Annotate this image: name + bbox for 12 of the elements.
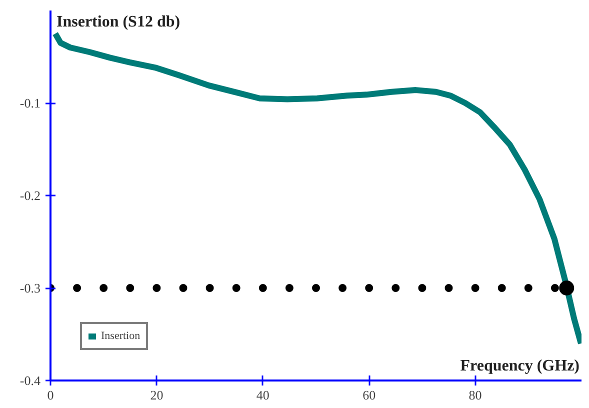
x-tick-label: 20 [150, 388, 164, 402]
legend-label: Insertion [101, 330, 140, 342]
x-tick-label: 0 [47, 388, 54, 402]
y-tick-label: -0.3 [20, 280, 41, 296]
x-axis-title: Frequency (GHz) [460, 358, 580, 374]
y-tick-label: -0.2 [20, 188, 41, 203]
y-tick-label: -0.1 [20, 96, 41, 110]
y-axis-title: Insertion (S12 db) [56, 14, 180, 30]
x-tick-label: 40 [256, 388, 270, 402]
x-tick-label: 60 [362, 388, 376, 402]
y-tick-label: -0.4 [20, 373, 41, 388]
x-tick-label: 80 [468, 388, 482, 402]
